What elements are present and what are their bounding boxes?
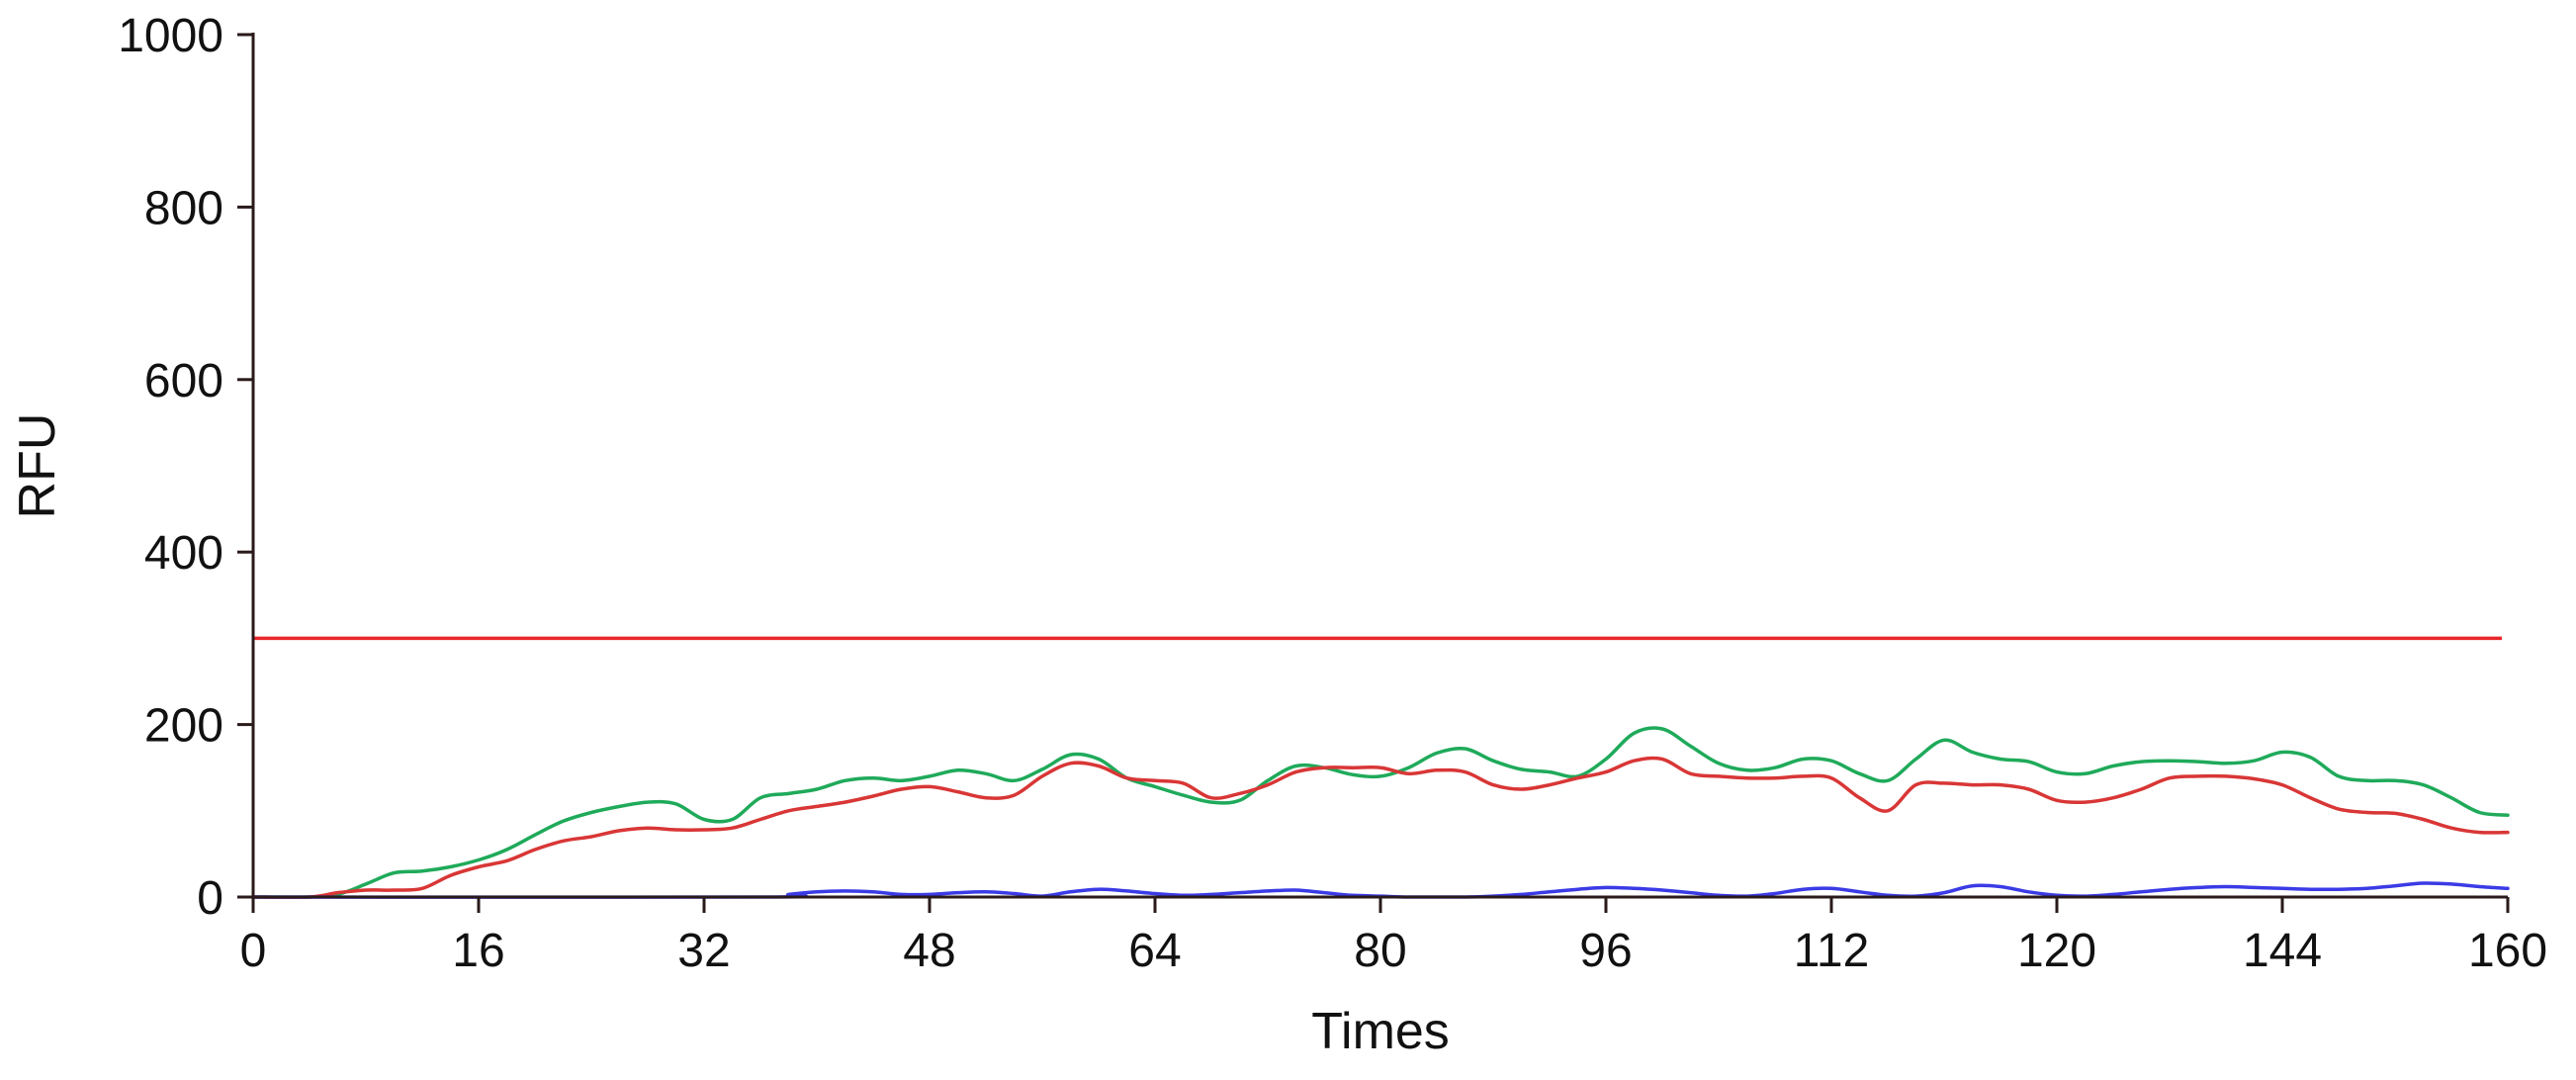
y-tick-label: 800 bbox=[144, 182, 223, 234]
y-tick-label: 200 bbox=[144, 700, 223, 753]
x-tick-label: 160 bbox=[2468, 925, 2547, 977]
x-tick-label: 120 bbox=[2017, 925, 2096, 977]
series-group bbox=[251, 636, 2510, 900]
x-tick-label: 144 bbox=[2243, 925, 2322, 977]
y-axis-title: RFU bbox=[9, 413, 66, 519]
y-tick-label: 0 bbox=[197, 872, 223, 925]
x-tick-label: 32 bbox=[677, 925, 730, 977]
x-tick-label: 64 bbox=[1128, 925, 1181, 977]
y-tick-label: 400 bbox=[144, 527, 223, 580]
y-tick-label: 600 bbox=[144, 355, 223, 407]
x-tick-label: 0 bbox=[240, 925, 267, 977]
x-tick-label: 112 bbox=[1794, 925, 1870, 977]
x-tick-label: 48 bbox=[903, 925, 955, 977]
x-tick-label: 16 bbox=[452, 925, 504, 977]
series-line-blue bbox=[251, 881, 2510, 899]
x-tick-label: 80 bbox=[1354, 925, 1406, 977]
series-line-red bbox=[251, 756, 2510, 900]
series-line-green bbox=[251, 726, 2510, 899]
axes: 0 16 32 48 64 80 96 112 120 144 160 0 200 400 600 800 10… bbox=[118, 10, 2547, 977]
x-axis-title: Times bbox=[1311, 1003, 1450, 1060]
x-tick-label: 96 bbox=[1579, 925, 1632, 977]
y-tick-label: 1000 bbox=[118, 10, 223, 62]
